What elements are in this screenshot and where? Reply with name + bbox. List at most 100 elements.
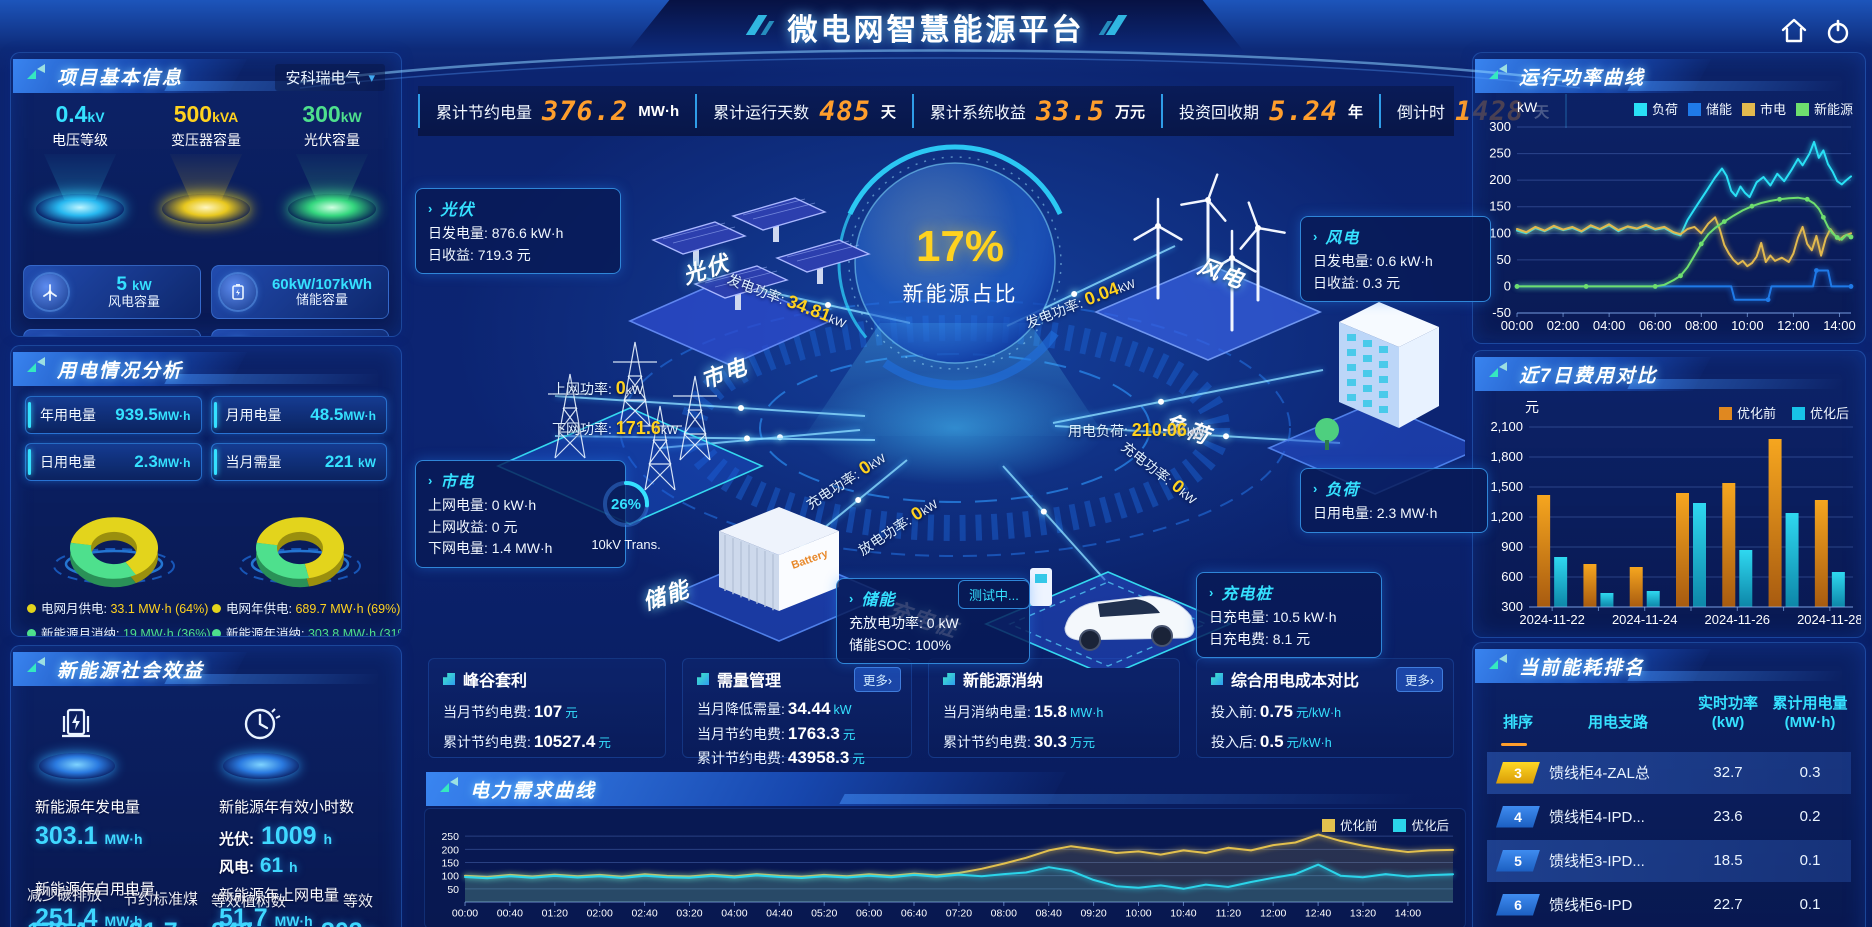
- svg-text:10:40: 10:40: [1170, 908, 1196, 920]
- panel-title: 当前能耗排名: [1519, 658, 1646, 679]
- legend-item: 新能源年消纳: 303.8 MW·h (31%): [212, 623, 401, 636]
- table-row[interactable]: 6 馈线柜6-IPD 22.7 0.1: [1487, 884, 1851, 926]
- benefit-carbon-value: 176.1 t: [27, 918, 101, 927]
- svg-text:14:00: 14:00: [1823, 318, 1856, 333]
- table-row[interactable]: 5 馈线柜3-IPD... 18.5 0.1: [1487, 839, 1851, 882]
- svg-text:-50: -50: [1492, 305, 1511, 320]
- card-new-energy-consume: 新能源消纳 当月消纳电量: 15.8 MW·h 累计节约电费: 30.3 万元: [928, 658, 1180, 758]
- panel-title: 项目基本信息: [57, 68, 184, 89]
- page-title: 微电网智慧能源平台: [787, 14, 1085, 47]
- svg-text:10:00: 10:00: [1731, 318, 1764, 333]
- cost-more-button[interactable]: 更多›: [1395, 667, 1443, 692]
- flow-grid-import: 下网功率: 171.6kW: [552, 418, 679, 438]
- panel-social-benefit: 新能源社会效益 新能源年发电量 303.1 MW·h 新能源年有效小时数 光伏:…: [10, 645, 402, 927]
- svg-text:1,500: 1,500: [1490, 479, 1523, 494]
- svg-text:02:00: 02:00: [587, 908, 613, 920]
- hours-pedestal-icon: [223, 702, 299, 779]
- svg-text:08:00: 08:00: [1685, 318, 1718, 333]
- table-row[interactable]: 4 馈线柜4-IPD... 23.6 0.2: [1487, 796, 1851, 838]
- testing-badge: 测试中...: [958, 580, 1030, 609]
- stat-year-usage: 年用电量 939.5MW·h: [25, 396, 202, 434]
- legend-item: 新能源: [1795, 99, 1853, 118]
- benefit-cert-label: 等效: [343, 893, 374, 910]
- pedestal-label: 光伏容量: [304, 132, 360, 148]
- svg-text:04:00: 04:00: [1593, 318, 1626, 333]
- svg-text:13:20: 13:20: [1350, 908, 1376, 920]
- panel-corner-icon: [27, 64, 45, 79]
- card-corner-icon: [443, 673, 455, 685]
- pedestal-label: 变压器容量: [171, 132, 241, 148]
- rank-table: 排序 用电支路 实时功率 (kW) 累计用电量 (MW·h) 3 馈线柜4-ZAL总…: [1487, 695, 1851, 927]
- runpower-y-unit: kW: [1517, 99, 1538, 115]
- company-dropdown[interactable]: 安科瑞电气 ▾: [275, 64, 385, 91]
- rank-scroll-indicator: [1501, 742, 1527, 746]
- svg-text:300: 300: [1489, 119, 1511, 134]
- panel-project-info: 项目基本信息 安科瑞电气 ▾ 0.4kV 电压等级 500kVA 变压器容量 3…: [10, 52, 402, 337]
- info-box-charger: › 充电桩 日充电量: 10.5 kW·h 日充电费: 8.1 元: [1196, 572, 1382, 659]
- svg-text:01:20: 01:20: [542, 908, 568, 920]
- benefit-cert-value: 303张: [321, 918, 377, 927]
- title-plate: 微电网智慧能源平台: [626, 0, 1246, 54]
- cost-legend: 优化前 优化后: [1718, 403, 1849, 422]
- stat-month-demand: 当月需量 221 kW: [210, 443, 387, 481]
- benefit-coal-value: 91.7 t: [129, 918, 189, 927]
- benefit-tree-value: 240棵: [211, 918, 267, 927]
- table-row[interactable]: 3 馈线柜4-ZAL总 32.7 0.3: [1487, 751, 1851, 794]
- demand-chart-legend: 优化前 优化后: [1321, 815, 1449, 834]
- svg-text:200: 200: [441, 844, 459, 856]
- power-icon[interactable]: [1822, 16, 1854, 46]
- pedestal-pv: 300kW 光伏容量: [273, 101, 391, 259]
- stat-day-usage: 日用电量 2.3MW·h: [25, 443, 202, 481]
- info-box-pv: › 光伏 日发电量: 876.6 kW·h 日收益: 719.3 元: [415, 188, 621, 275]
- legend-item: 优化后: [1393, 815, 1449, 834]
- panel-corner-icon: [1489, 362, 1507, 377]
- panel-corner-icon: [1489, 64, 1507, 79]
- svg-text:04:00: 04:00: [721, 908, 747, 920]
- arrow-icon: ›: [1209, 584, 1215, 600]
- generation-pedestal-icon: [39, 702, 115, 779]
- demand-more-button[interactable]: 更多›: [853, 667, 901, 692]
- svg-text:50: 50: [1497, 252, 1511, 267]
- benefit-pv-hours: 光伏: 1009 h: [219, 822, 333, 850]
- card-corner-icon: [697, 673, 709, 685]
- home-icon[interactable]: [1778, 16, 1810, 46]
- legend-item: 市电: [1741, 99, 1786, 118]
- svg-text:900: 900: [1501, 539, 1523, 554]
- svg-text:14:00: 14:00: [1395, 908, 1421, 920]
- svg-text:02:00: 02:00: [1547, 318, 1580, 333]
- svg-text:2,100: 2,100: [1490, 421, 1523, 434]
- flow-grid-export: 上网功率: 0kW: [552, 378, 644, 398]
- demand-chart-frame: 优化前 优化后 50 100 150 200 250 00:00 00:40 01:20 02:0…: [424, 808, 1466, 927]
- svg-text:2024-11-28: 2024-11-28: [1797, 612, 1861, 627]
- panel-usage-analysis: 用电情况分析 年用电量 939.5MW·h 月用电量 48.5MW·h 日用电量 2.…: [10, 345, 402, 637]
- svg-text:12:00: 12:00: [1777, 318, 1810, 333]
- benefit-self-label: 新能源年自用电量: [35, 881, 156, 898]
- pedestal-disc: [36, 194, 124, 224]
- legend-item: 优化后: [1791, 403, 1849, 422]
- card-corner-icon: [943, 673, 955, 685]
- pedestal-label: 电压等级: [52, 132, 108, 148]
- info-box-grid: › 市电 上网电量: 0 kW·h 上网收益: 0 元 下网电量: 1.4 MW·…: [415, 460, 626, 569]
- capacity-cards: 5 kW 风电容量 60kW/107kWh 储能容量 110 kW 直流充电桩 …: [23, 265, 389, 336]
- panel-demand-header: 电力需求曲线: [426, 768, 1466, 808]
- svg-text:09:20: 09:20: [1080, 908, 1106, 920]
- legend-item: 优化前: [1321, 815, 1377, 834]
- card-cost-compare: 综合用电成本对比 更多› 投入前: 0.75 元/kW·h 投入后: 0.5 元/kW·…: [1196, 658, 1454, 758]
- panel-usage-header: 用电情况分析: [13, 348, 399, 388]
- card-ac-charger: 35 kW 交流充电桩: [211, 329, 389, 336]
- company-dropdown-value: 安科瑞电气: [285, 70, 361, 87]
- svg-text:08:00: 08:00: [991, 908, 1017, 920]
- rank-badge: 4: [1496, 805, 1540, 828]
- benefit-export-value: 51.7 MW·h: [219, 904, 313, 927]
- arrow-icon: ›: [428, 200, 434, 216]
- legend-item: 电网年供电: 689.7 MW·h (69%): [212, 598, 400, 617]
- svg-text:04:40: 04:40: [766, 908, 792, 920]
- new-energy-ratio-label: 新能源占比: [902, 283, 1018, 306]
- card-wind-capacity: 5 kW 风电容量: [23, 265, 201, 319]
- svg-text:200: 200: [1489, 172, 1511, 187]
- legend-item: 负荷: [1633, 99, 1678, 118]
- benefit-coal-label: 节约标准煤: [123, 891, 199, 908]
- svg-text:150: 150: [441, 858, 459, 870]
- flow-load-power: 用电负荷: 210.06kW: [1068, 420, 1205, 440]
- svg-text:07:20: 07:20: [946, 908, 972, 920]
